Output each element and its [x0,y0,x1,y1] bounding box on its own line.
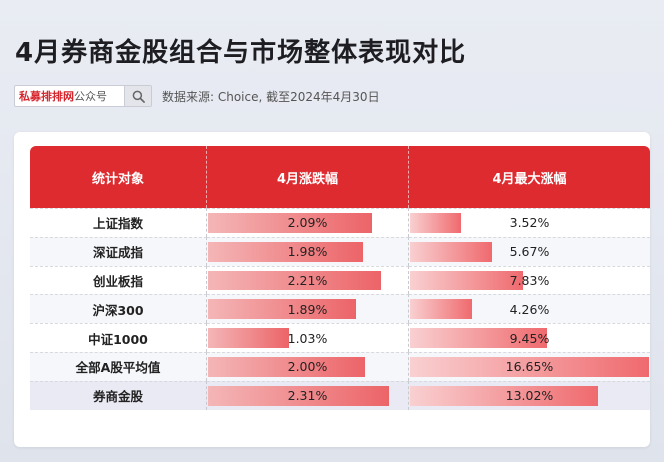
table-row: 券商金股 2.31% 13.02% [30,380,650,410]
max-gain-bar [409,328,547,348]
row-april-change: 1.98% [207,236,409,266]
row-april-max-gain: 13.02% [408,380,650,410]
change-value: 1.03% [287,330,328,346]
search-input[interactable]: 私募排排网公众号 [15,88,124,104]
header-april-max-gain: 4月最大涨幅 [408,146,650,208]
table-row: 中证1000 1.03% 9.45% [30,323,650,352]
row-april-max-gain: 16.65% [408,351,650,381]
change-value: 2.21% [287,272,328,288]
max-gain-value: 3.52% [509,215,550,231]
change-value: 2.00% [287,359,328,375]
row-subject: 沪深300 [30,294,207,324]
change-bar [208,270,382,291]
search-button[interactable] [124,86,151,106]
table-header-row: 统计对象 4月涨跌幅 4月最大涨幅 [30,146,650,208]
table-row: 全部A股平均值 2.00% 16.65% [30,351,650,381]
search-icon [132,90,145,103]
comparison-card: 统计对象 4月涨跌幅 4月最大涨幅 上证指数 2.09% 3.52% 深证成指 1.98… [14,132,650,447]
row-april-change: 1.03% [207,323,409,352]
header-subject: 统计对象 [30,146,207,208]
max-gain-value: 13.02% [505,388,554,404]
table-row: 沪深300 1.89% 4.26% [30,294,650,324]
change-bar [208,241,364,262]
search-suffix: 公众号 [74,90,107,103]
row-april-change: 2.09% [207,208,409,237]
max-gain-value: 4.26% [509,301,550,317]
data-source-note: 数据来源: Choice, 截至2024年4月30日 [162,90,380,104]
max-gain-value: 9.45% [509,330,550,346]
row-april-change: 1.89% [207,294,409,324]
row-subject: 上证指数 [30,208,207,237]
max-gain-value: 7.83% [509,272,550,288]
max-gain-value: 16.65% [505,359,554,375]
table-row: 上证指数 2.09% 3.52% [30,208,650,237]
row-subject: 深证成指 [30,236,207,266]
page-title: 4月券商金股组合与市场整体表现对比 [15,38,467,68]
row-april-max-gain: 5.67% [408,236,650,266]
row-april-max-gain: 3.52% [408,208,650,237]
change-value: 2.09% [287,215,328,231]
comparison-table: 统计对象 4月涨跌幅 4月最大涨幅 上证指数 2.09% 3.52% 深证成指 1.98… [30,146,650,410]
row-april-change: 2.00% [207,351,409,381]
change-bar [208,213,372,233]
row-subject: 创业板指 [30,265,207,295]
row-april-change: 2.21% [207,265,409,295]
row-subject: 中证1000 [30,323,207,352]
change-value: 1.89% [287,301,328,317]
header-april-change: 4月涨跌幅 [207,146,409,208]
max-gain-value: 5.67% [509,244,550,260]
change-value: 2.31% [287,388,328,404]
change-bar [208,328,289,348]
row-april-max-gain: 9.45% [408,323,650,352]
row-april-max-gain: 4.26% [408,294,650,324]
change-bar [208,356,365,377]
max-gain-bar [409,356,649,377]
table-row: 深证成指 1.98% 5.67% [30,236,650,266]
max-gain-bar [409,213,461,233]
max-gain-bar [409,270,524,291]
change-bar [208,385,389,406]
table-row: 创业板指 2.21% 7.83% [30,265,650,295]
change-bar [208,299,356,320]
row-subject: 全部A股平均值 [30,351,207,381]
max-gain-bar [409,385,599,406]
change-value: 1.98% [287,244,328,260]
row-april-change: 2.31% [207,380,409,410]
search-box[interactable]: 私募排排网公众号 [14,85,152,107]
row-april-max-gain: 7.83% [408,265,650,295]
row-subject: 券商金股 [30,380,207,410]
search-brand: 私募排排网 [19,90,74,103]
max-gain-bar [409,241,493,262]
max-gain-bar [409,299,472,320]
